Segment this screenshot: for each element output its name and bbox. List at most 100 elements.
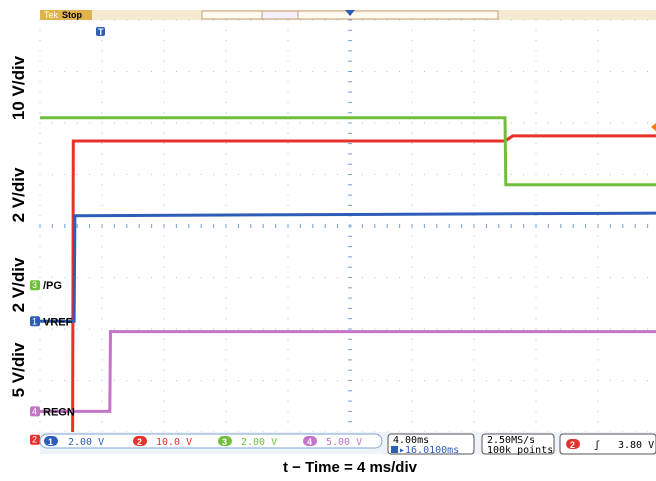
trace-vref bbox=[40, 211, 656, 323]
channel-marker-number: 3 bbox=[32, 280, 37, 290]
grid-dot bbox=[498, 380, 500, 381]
grid-dot bbox=[225, 400, 227, 402]
grid-dot bbox=[423, 122, 425, 124]
grid-dot bbox=[473, 235, 475, 237]
grid-dot bbox=[200, 380, 202, 381]
vcc-scale-label: 10 V/div bbox=[9, 55, 28, 120]
trigger-level-marker bbox=[651, 123, 656, 131]
grid-dot bbox=[560, 174, 562, 175]
grid-dot bbox=[473, 60, 475, 62]
grid-dot bbox=[374, 122, 376, 124]
grid-dot bbox=[225, 266, 227, 268]
grid-dot bbox=[76, 380, 78, 381]
grid-dot bbox=[76, 328, 78, 330]
grid-dot bbox=[523, 380, 525, 381]
grid-dot bbox=[523, 19, 525, 21]
grid-dot bbox=[585, 122, 587, 124]
grid-dot bbox=[473, 153, 475, 155]
grid-dot bbox=[163, 266, 165, 268]
grid-dot bbox=[51, 19, 53, 21]
grid-dot bbox=[89, 174, 91, 175]
grid-dot bbox=[39, 338, 41, 340]
grid-dot bbox=[39, 266, 41, 268]
grid-dot bbox=[262, 19, 264, 21]
grid-dot bbox=[163, 307, 165, 309]
record-window bbox=[261, 10, 299, 20]
grid-dot bbox=[436, 71, 438, 72]
grid-dot bbox=[39, 390, 41, 392]
grid-dot bbox=[473, 246, 475, 248]
ch3-scale-readout: 3 2.00 V bbox=[218, 436, 277, 448]
grid-dot bbox=[597, 153, 599, 155]
grid-dot bbox=[275, 277, 277, 278]
grid-dot bbox=[374, 277, 376, 278]
grid-dot bbox=[163, 29, 165, 31]
grid-dot bbox=[101, 349, 103, 351]
grid-dot bbox=[535, 163, 537, 165]
grid-dot bbox=[535, 132, 537, 134]
grid-dot bbox=[163, 328, 165, 330]
grid-dot bbox=[225, 194, 227, 196]
grid-dot bbox=[634, 277, 636, 278]
grid-dot bbox=[399, 19, 401, 21]
grid-dot bbox=[622, 122, 624, 124]
grid-dot bbox=[225, 153, 227, 155]
grid-dot bbox=[101, 174, 103, 175]
grid-dot bbox=[485, 71, 487, 72]
grid-dot bbox=[225, 421, 227, 423]
grid-dot bbox=[361, 71, 363, 72]
grid-dot bbox=[622, 277, 624, 278]
grid-dot bbox=[225, 132, 227, 134]
grid-dot bbox=[411, 81, 413, 83]
grid-dot bbox=[287, 101, 289, 103]
grid-dot bbox=[163, 369, 165, 371]
grid-dot bbox=[473, 112, 475, 114]
grid-dot bbox=[485, 19, 487, 21]
grid-dot bbox=[547, 122, 549, 124]
grid-dot bbox=[39, 359, 41, 361]
grid-dot bbox=[39, 256, 41, 258]
grid-dot bbox=[64, 122, 66, 124]
grid-dot bbox=[485, 328, 487, 330]
grid-dot bbox=[225, 163, 227, 165]
grid-dot bbox=[39, 71, 41, 72]
grid-dot bbox=[510, 277, 512, 278]
grid-dot bbox=[138, 174, 140, 175]
grid-dot bbox=[622, 19, 624, 21]
grid-dot bbox=[324, 174, 326, 175]
grid-dot bbox=[647, 122, 649, 124]
grid-dot bbox=[597, 297, 599, 299]
svg-text:2.00 V: 2.00 V bbox=[68, 437, 104, 448]
grid-dot bbox=[374, 380, 376, 381]
grid-dot bbox=[225, 338, 227, 340]
grid-dot bbox=[498, 174, 500, 175]
grid-dot bbox=[572, 19, 574, 21]
grid-dot bbox=[101, 112, 103, 114]
grid-dot bbox=[113, 122, 115, 124]
grid-dot bbox=[337, 174, 339, 175]
grid-dot bbox=[498, 122, 500, 124]
grid-dot bbox=[299, 19, 301, 21]
grid-dot bbox=[510, 122, 512, 124]
trigger-offset-readout: ▸16.0100ms bbox=[399, 445, 459, 456]
grid-dot bbox=[225, 235, 227, 237]
channel-marker-number: 1 bbox=[32, 316, 37, 326]
grid-dot bbox=[386, 277, 388, 278]
grid-dot bbox=[163, 400, 165, 402]
grid-dot bbox=[597, 349, 599, 351]
grid-dot bbox=[200, 174, 202, 175]
regn-scale-label: 5 V/div bbox=[9, 342, 28, 397]
grid-dot bbox=[287, 410, 289, 412]
grid-dot bbox=[225, 174, 227, 175]
grid-dot bbox=[287, 40, 289, 42]
grid-dot bbox=[535, 235, 537, 237]
grid-dot bbox=[436, 328, 438, 330]
grid-dot bbox=[448, 122, 450, 124]
grid-dot bbox=[39, 328, 41, 330]
grid-dot bbox=[76, 19, 78, 21]
grid-dot bbox=[411, 359, 413, 361]
grid-dot bbox=[175, 19, 177, 21]
grid-dot bbox=[89, 122, 91, 124]
grid-dot bbox=[287, 132, 289, 134]
grid-dot bbox=[101, 91, 103, 93]
